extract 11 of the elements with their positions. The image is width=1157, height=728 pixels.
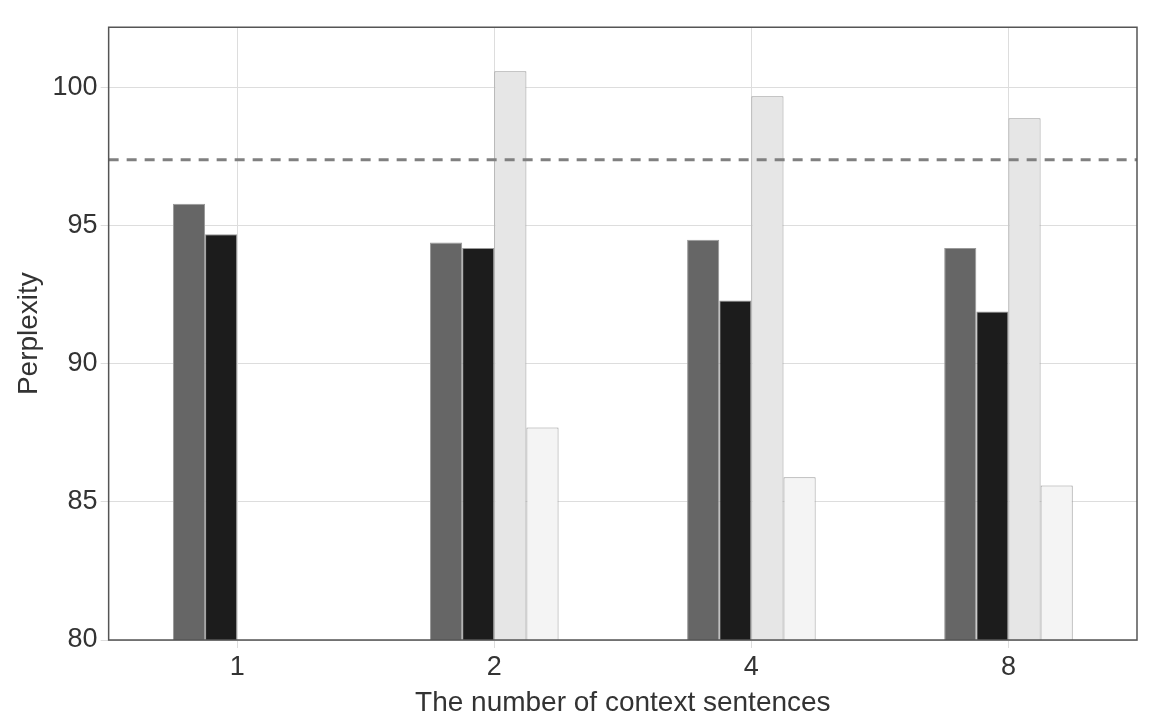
y-tick-label: 85 [67, 485, 98, 516]
x-tick-label: 4 [743, 650, 759, 681]
y-tick-label: 90 [67, 347, 98, 378]
x-axis-title: The number of context sentences [415, 685, 831, 717]
y-tick-label: 80 [67, 623, 98, 654]
x-tick-label: 2 [486, 650, 502, 681]
y-tick-label: 95 [67, 209, 98, 240]
x-tick-label: 8 [1000, 650, 1016, 681]
y-axis-title: Perplexity [11, 272, 43, 396]
x-tick-label: 1 [229, 650, 245, 681]
y-tick-label: 100 [52, 71, 98, 102]
